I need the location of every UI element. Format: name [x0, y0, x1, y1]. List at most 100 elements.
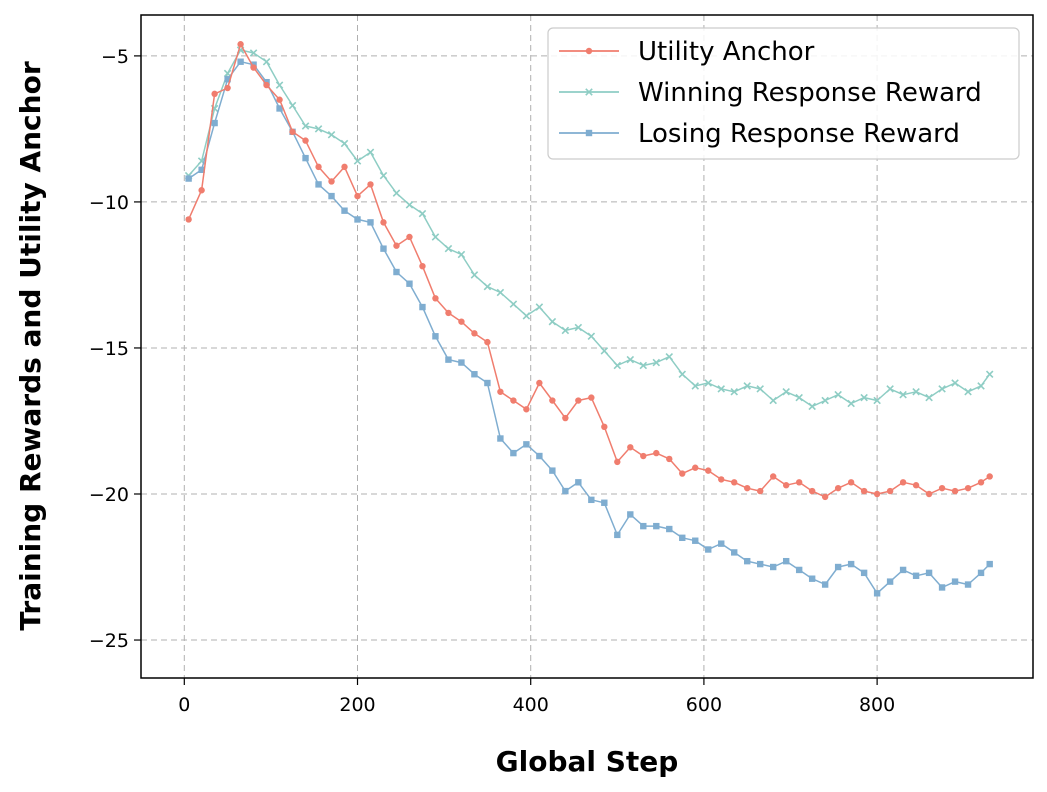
- data-point: [679, 534, 686, 542]
- data-point: [185, 216, 192, 223]
- marker-stroke: [985, 370, 994, 379]
- data-point: [653, 522, 660, 530]
- data-point: [315, 163, 322, 171]
- marker-stroke: [613, 361, 622, 370]
- data-point: [986, 560, 993, 568]
- marker-stroke: [678, 370, 687, 379]
- data-point: [588, 394, 595, 401]
- data-point: [366, 148, 375, 157]
- data-point: [458, 318, 465, 325]
- marker-stroke: [938, 385, 946, 393]
- data-point: [795, 566, 803, 574]
- marker-stroke: [223, 69, 232, 78]
- data-point: [484, 379, 491, 387]
- marker-stroke: [899, 390, 907, 399]
- data-point: [977, 569, 985, 577]
- data-point: [379, 171, 388, 180]
- marker-stroke: [262, 57, 271, 66]
- marker-stroke: [652, 358, 661, 367]
- marker-stroke: [886, 385, 894, 393]
- data-point: [873, 490, 881, 498]
- data-point: [549, 397, 556, 404]
- data-point: [626, 355, 635, 364]
- axis-ticks: 0 200 400 600 800 −5 −10 −15 −20 −25: [89, 46, 895, 716]
- data-point: [601, 423, 608, 431]
- data-point: [237, 41, 244, 48]
- marker-stroke: [522, 312, 531, 320]
- data-point: [561, 326, 570, 335]
- marker-stroke: [535, 303, 544, 311]
- data-point: [302, 154, 309, 162]
- marker-stroke: [743, 382, 751, 390]
- data-point: [224, 76, 231, 83]
- marker-stroke: [379, 171, 388, 180]
- marker-stroke: [314, 125, 323, 133]
- data-point: [925, 490, 933, 498]
- legend: Utility Anchor Winning Response Reward Los…: [547, 27, 1020, 160]
- data-point: [873, 396, 881, 405]
- marker-stroke: [626, 355, 635, 364]
- data-point: [769, 396, 777, 405]
- x-tick-label: 600: [686, 694, 722, 716]
- data-point: [692, 464, 699, 471]
- data-point: [757, 487, 764, 495]
- y-tick-label: −25: [89, 630, 129, 652]
- data-point: [341, 163, 348, 171]
- data-point: [496, 288, 505, 297]
- marker-stroke: [821, 396, 829, 405]
- data-point: [522, 312, 531, 320]
- marker-stroke: [964, 388, 972, 396]
- data-point: [535, 303, 544, 311]
- marker-stroke: [665, 352, 674, 361]
- marker-stroke: [587, 332, 596, 341]
- data-point: [730, 388, 738, 396]
- data-point: [925, 569, 933, 577]
- marker-stroke: [249, 49, 258, 57]
- data-point: [665, 352, 674, 361]
- marker-stroke: [782, 388, 790, 396]
- data-point: [986, 473, 993, 480]
- data-point: [860, 393, 868, 402]
- data-point: [899, 479, 907, 486]
- marker-stroke: [418, 209, 427, 218]
- legend-marker: [585, 88, 593, 96]
- x-tick-label: 400: [513, 694, 549, 716]
- marker-stroke: [977, 382, 985, 390]
- data-point: [562, 414, 569, 422]
- data-point: [744, 484, 751, 492]
- data-point: [497, 435, 504, 442]
- data-point: [198, 187, 205, 194]
- marker-stroke: [860, 393, 868, 402]
- data-point: [418, 209, 427, 218]
- data-point: [769, 563, 777, 571]
- data-point: [821, 581, 829, 588]
- marker-stroke: [340, 139, 349, 148]
- series-layer: [184, 41, 994, 597]
- marker-stroke: [405, 201, 414, 209]
- data-point: [405, 201, 414, 209]
- data-point: [471, 330, 478, 337]
- marker-stroke: [483, 282, 492, 291]
- data-point: [912, 482, 920, 489]
- data-point: [340, 139, 349, 148]
- data-point: [964, 581, 972, 588]
- data-point: [509, 300, 518, 308]
- data-point: [289, 128, 296, 136]
- data-point: [692, 537, 699, 544]
- y-tick-label: −10: [89, 192, 129, 214]
- plot-frame: [140, 14, 1034, 679]
- legend-item: Losing Response Reward: [559, 119, 960, 149]
- data-point: [262, 57, 271, 66]
- data-point: [717, 385, 725, 393]
- data-point: [419, 303, 426, 311]
- legend-marker: [585, 129, 593, 137]
- data-point: [406, 280, 413, 287]
- marker-stroke: [288, 101, 297, 110]
- marker-stroke: [756, 385, 764, 393]
- data-point: [640, 522, 647, 530]
- legend-box: [547, 27, 1020, 160]
- marker-stroke: [574, 323, 583, 332]
- data-point: [985, 370, 994, 379]
- data-point: [288, 101, 297, 110]
- data-point: [652, 358, 661, 367]
